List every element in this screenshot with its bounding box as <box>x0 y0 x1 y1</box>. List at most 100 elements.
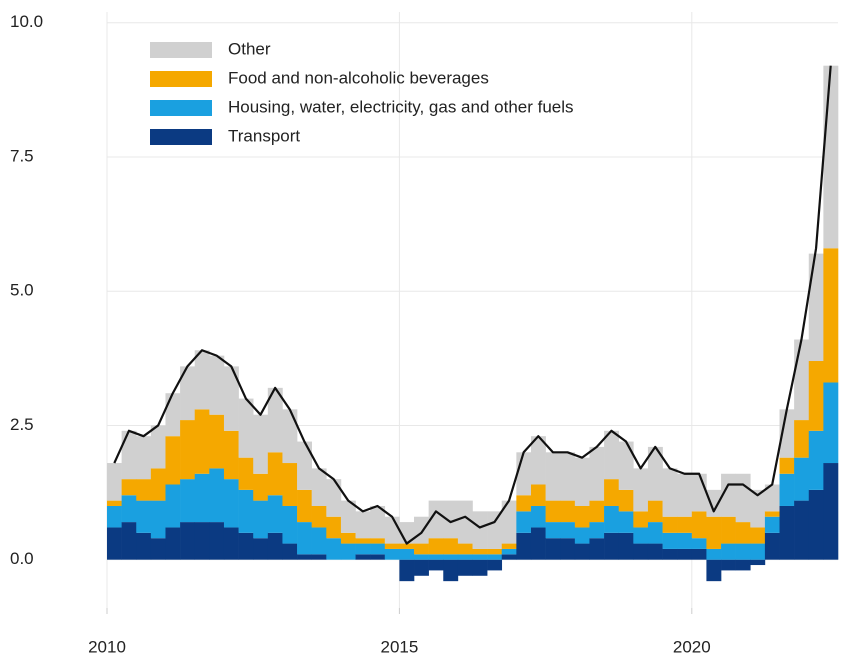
bar-segment <box>136 479 152 501</box>
bar-segment <box>779 505 795 560</box>
bar-segment <box>794 457 810 501</box>
bar-segment <box>355 538 371 544</box>
bar-segment <box>267 532 283 560</box>
bar-segment <box>516 511 532 533</box>
bar-segment <box>808 361 824 431</box>
bar-segment <box>618 532 634 560</box>
bar-segment <box>414 559 429 576</box>
bar-segment <box>457 554 473 560</box>
bar-segment <box>355 543 371 555</box>
bar-segment <box>794 420 810 458</box>
bar-segment <box>370 554 386 560</box>
bar-segment <box>253 500 269 539</box>
bar-segment <box>209 355 225 415</box>
bar-segment <box>238 489 254 533</box>
bar-segment <box>560 522 576 539</box>
bar-segment <box>311 505 327 528</box>
bar-segment <box>370 543 386 555</box>
bar-segment <box>721 559 736 571</box>
bar-segment <box>735 522 751 544</box>
bar-segment <box>384 516 400 544</box>
bar-segment <box>750 489 766 528</box>
bar-segment <box>706 516 722 549</box>
bar-segment <box>545 538 561 560</box>
bar-segment <box>209 522 225 560</box>
bar-segment <box>487 554 503 560</box>
bar-segment <box>750 543 766 560</box>
bar-segment <box>735 543 751 560</box>
bar-segment <box>180 420 196 480</box>
bar-segment <box>501 500 517 544</box>
bar-segment <box>545 452 561 501</box>
bar-segment <box>136 436 152 480</box>
bar-segment <box>165 393 181 437</box>
bar-segment <box>823 65 839 249</box>
y-tick-label: 10.0 <box>10 12 43 31</box>
bar-segment <box>340 500 356 533</box>
bar-segment <box>150 500 166 539</box>
legend-label: Food and non-alcoholic beverages <box>228 68 489 87</box>
bar-segment <box>560 500 576 523</box>
bar-segment <box>472 511 488 549</box>
bar-segment <box>691 548 707 560</box>
bar-segment <box>808 253 824 362</box>
bar-segment <box>647 543 663 560</box>
legend-swatch <box>150 42 212 58</box>
bar-segment <box>487 511 503 549</box>
total-line <box>113 65 832 545</box>
x-tick-label: 2020 <box>673 637 711 656</box>
bar-segment <box>194 409 210 474</box>
bar-segment <box>662 516 678 533</box>
bar-segment <box>414 554 429 560</box>
bar-segment <box>340 532 356 544</box>
bar-segment <box>618 441 634 490</box>
bar-segment <box>530 527 546 560</box>
y-tick-label: 2.5 <box>10 415 34 434</box>
bar-segment <box>516 532 532 560</box>
bar-segment <box>136 500 152 533</box>
bar-segment <box>399 548 415 560</box>
bar-segment <box>414 543 429 555</box>
bar-segment <box>253 473 269 501</box>
bar-segment <box>399 559 415 582</box>
bar-segment <box>750 527 766 544</box>
bar-segment <box>355 554 371 560</box>
bar-segment <box>223 430 239 480</box>
bar-segment <box>662 548 678 560</box>
bar-segment <box>282 409 298 464</box>
bar-segment <box>194 350 210 410</box>
bar-segment <box>545 522 561 539</box>
bar-segment <box>311 527 327 555</box>
bar-segment <box>340 543 356 560</box>
bar-segment <box>530 505 546 528</box>
legend-swatch <box>150 129 212 145</box>
bar-segment <box>501 554 517 560</box>
bar-segment <box>311 468 327 506</box>
bar-segment <box>823 248 839 383</box>
bar-segment <box>180 522 196 560</box>
bar-segment <box>589 522 605 539</box>
bar-segment <box>735 473 751 523</box>
bar-segment <box>589 500 605 523</box>
bar-segment <box>618 511 634 533</box>
bar-segment <box>823 463 839 560</box>
bar-segment <box>282 543 298 560</box>
bar-segment <box>589 538 605 560</box>
bar-segment <box>457 559 473 576</box>
bar-segment <box>209 468 225 523</box>
bar-segment <box>794 500 810 560</box>
bar-segment <box>428 538 444 555</box>
bar-segment <box>721 516 736 544</box>
bar-segment <box>677 516 693 533</box>
bar-segment <box>326 516 342 539</box>
bar-segment <box>107 527 122 560</box>
legend-label: Housing, water, electricity, gas and oth… <box>228 97 574 116</box>
bar-segment <box>530 436 546 485</box>
bar-segment <box>604 505 619 533</box>
bar-segment <box>604 479 619 506</box>
bar-segment <box>823 382 839 464</box>
bar-segment <box>750 559 766 566</box>
bar-segment <box>706 489 722 517</box>
bar-segment <box>384 543 400 549</box>
bars <box>107 65 839 582</box>
